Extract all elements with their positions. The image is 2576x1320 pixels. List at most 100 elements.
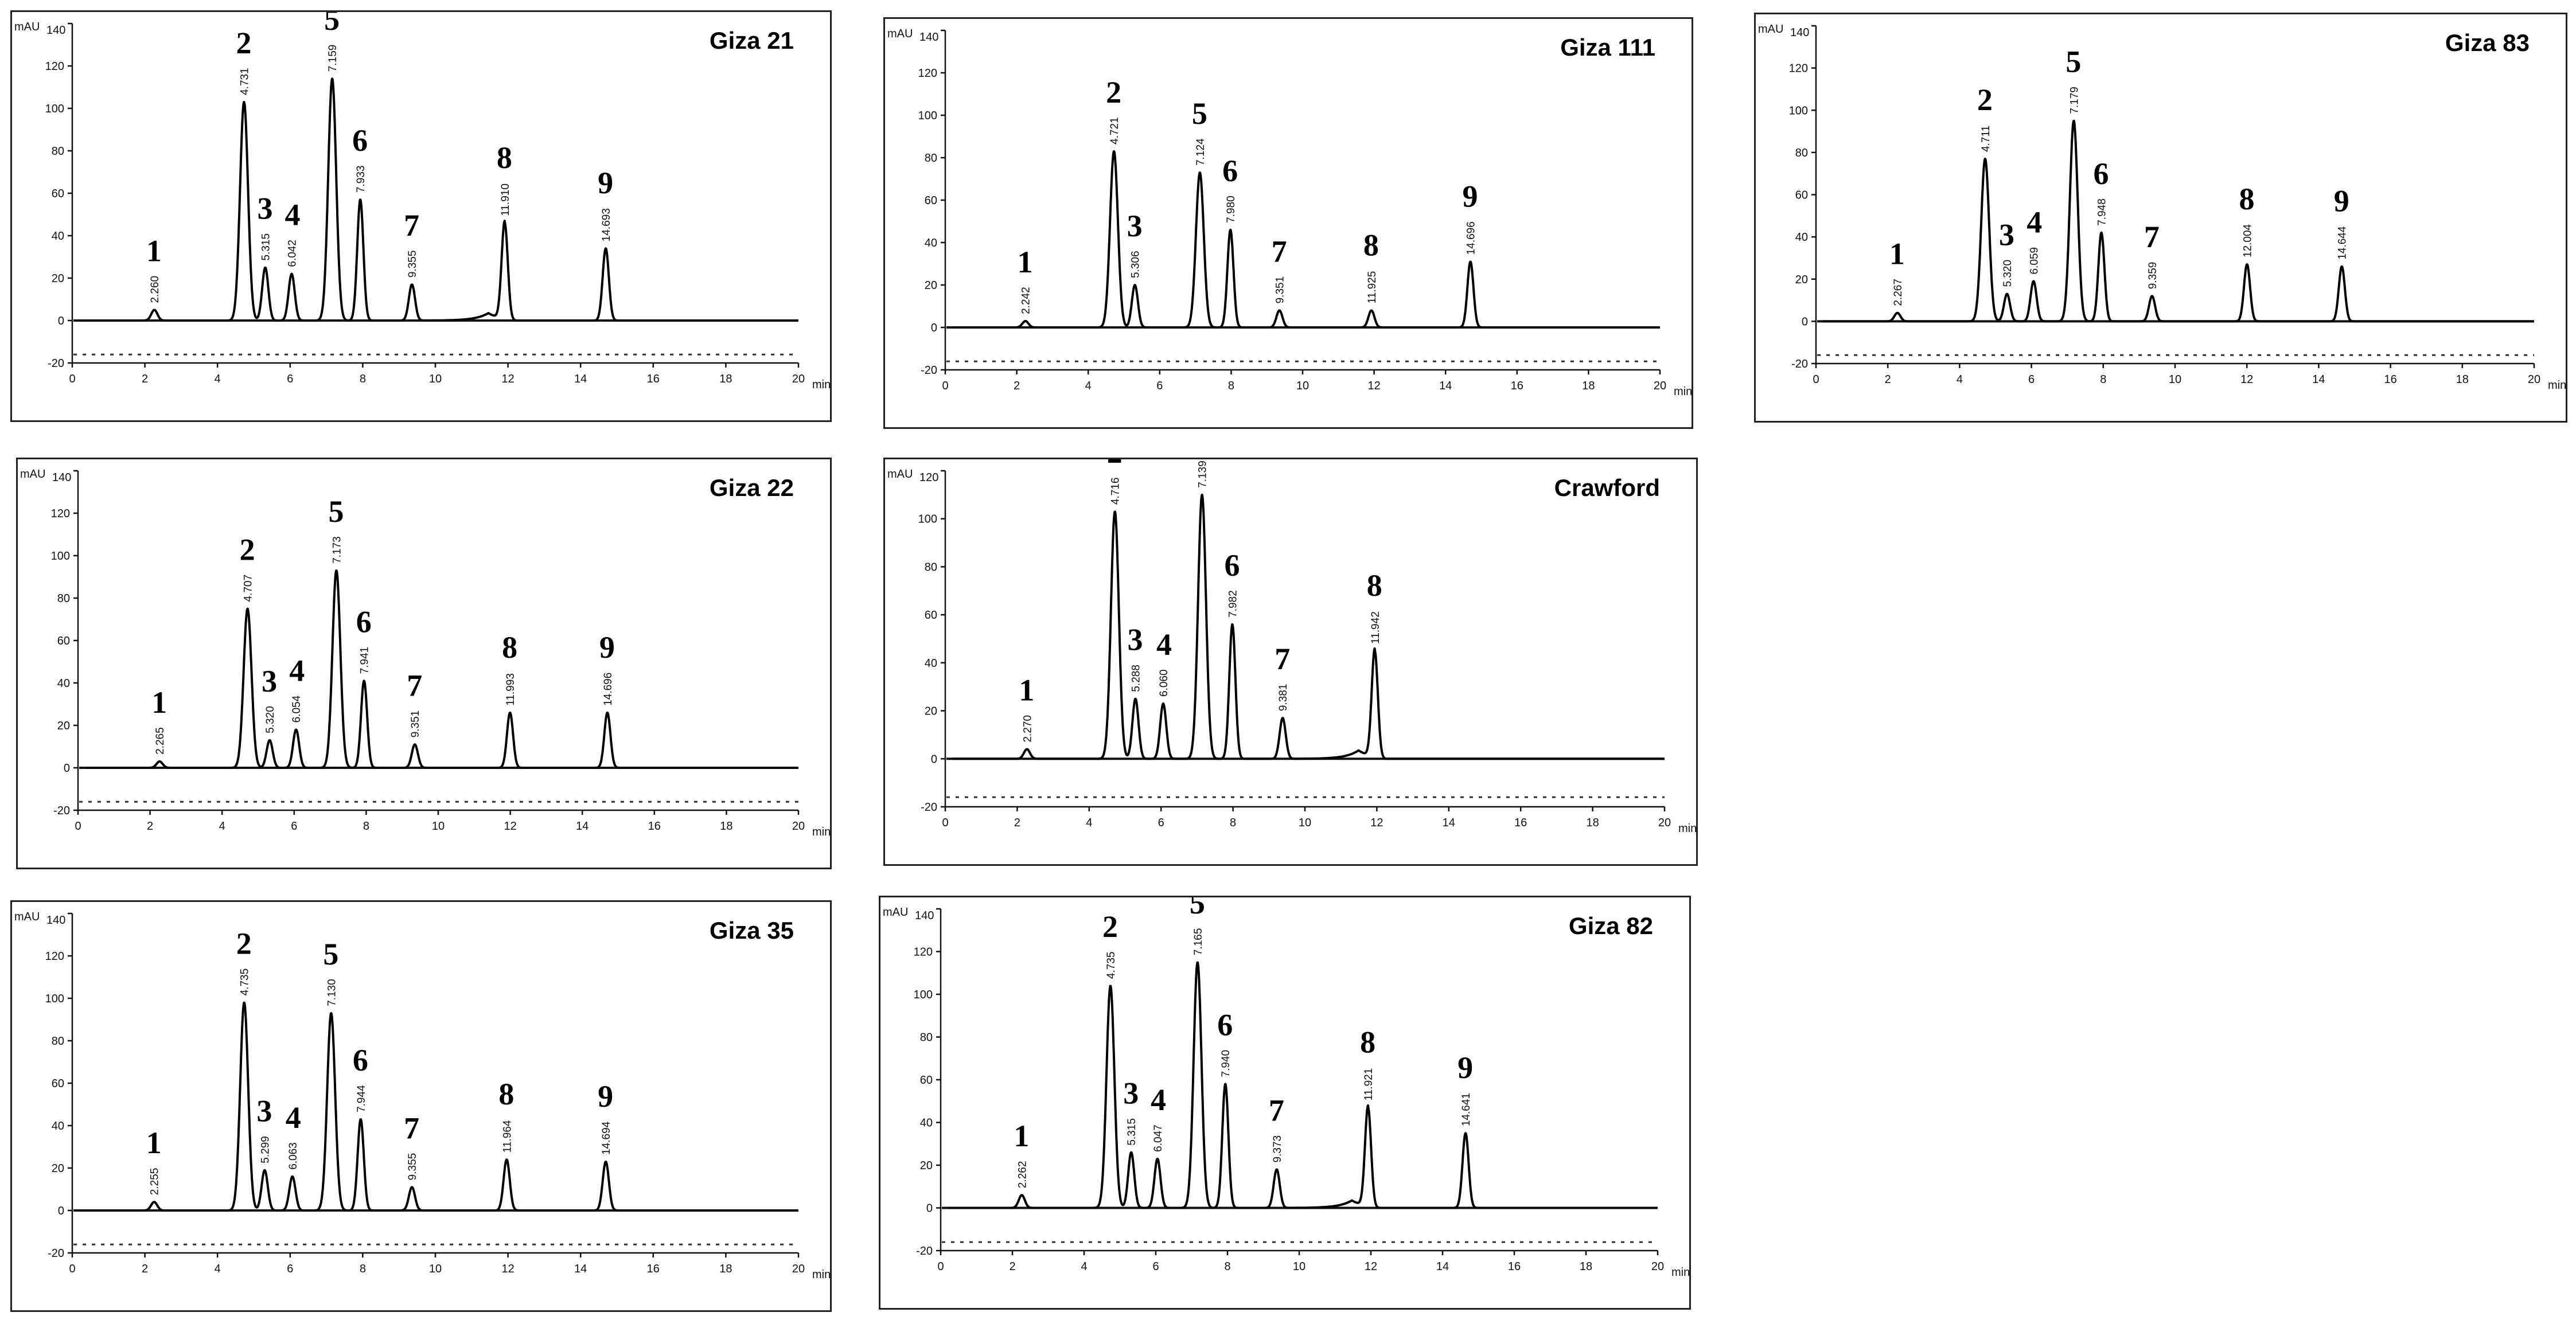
chromatogram-panel-crawford: -20 0 20 40 60 80 100 mAU 120 0 2 4 6 8 10 12 14 16 18 20 mi… bbox=[883, 458, 1698, 866]
peak-number-label: 8 bbox=[502, 630, 517, 665]
peak-retention-time-label: 2.260 bbox=[149, 276, 161, 303]
peak-number-label: 8 bbox=[1360, 1025, 1375, 1059]
chromatogram-trace bbox=[952, 150, 1661, 329]
peak-number-label: 9 bbox=[598, 166, 613, 200]
x-tick-label: 8 bbox=[1224, 1260, 1230, 1273]
chart-title: Crawford bbox=[1554, 474, 1660, 501]
x-tick-label: 8 bbox=[363, 820, 369, 833]
y-tick-label: 140 bbox=[52, 471, 71, 484]
peak-retention-time-label: 5.315 bbox=[260, 233, 272, 261]
y-tick-label: -20 bbox=[921, 364, 937, 377]
peak-number-label: 5 bbox=[1190, 897, 1205, 920]
peak-retention-time-label: 9.373 bbox=[1272, 1135, 1284, 1163]
y-tick-label: 0 bbox=[64, 762, 70, 775]
peak-number-label: 1 bbox=[1889, 237, 1905, 271]
peak-number-label: 5 bbox=[1192, 96, 1207, 131]
y-tick-label: 140 bbox=[915, 909, 934, 922]
peak-number-label: 1 bbox=[146, 234, 162, 268]
peak-retention-time-label: 5.288 bbox=[1131, 665, 1143, 692]
peak-retention-time-label: 6.042 bbox=[286, 240, 298, 267]
peak-number-label: 5 bbox=[323, 937, 338, 971]
y-axis-unit-label: mAU bbox=[887, 468, 913, 481]
x-axis-unit-label: min bbox=[812, 378, 830, 391]
peak-retention-time-label: 7.130 bbox=[326, 979, 338, 1006]
x-tick-label: 6 bbox=[1152, 1260, 1159, 1273]
y-tick-label: 40 bbox=[920, 1117, 933, 1130]
peak-retention-time-label: 7.159 bbox=[327, 45, 339, 72]
peak-number-label: 7 bbox=[1275, 642, 1290, 676]
y-tick-label: 20 bbox=[52, 272, 64, 285]
x-tick-label: 6 bbox=[1156, 380, 1163, 392]
y-tick-label: 60 bbox=[920, 1074, 933, 1087]
x-tick-label: 14 bbox=[1443, 817, 1455, 829]
peak-number-label: 1 bbox=[1018, 245, 1033, 279]
x-tick-label: 2 bbox=[147, 820, 153, 833]
peak-number-label: 6 bbox=[1224, 548, 1240, 583]
peak-number-label: 3 bbox=[257, 192, 272, 226]
y-tick-label: 40 bbox=[925, 237, 937, 249]
x-tick-label: 12 bbox=[501, 373, 514, 385]
x-tick-label: 2 bbox=[1009, 1260, 1015, 1273]
x-axis-unit-label: min bbox=[1671, 1266, 1689, 1279]
x-tick-label: 18 bbox=[720, 820, 732, 833]
y-axis-unit-label: mAU bbox=[20, 468, 45, 481]
y-tick-label: 80 bbox=[57, 592, 70, 605]
x-tick-label: 6 bbox=[287, 1263, 293, 1275]
peak-retention-time-label: 9.355 bbox=[407, 1153, 419, 1181]
x-tick-label: 8 bbox=[360, 1263, 366, 1275]
y-tick-label: 40 bbox=[57, 677, 70, 690]
y-tick-label: 40 bbox=[1795, 231, 1808, 244]
x-tick-label: 12 bbox=[2240, 373, 2253, 386]
y-tick-label: 140 bbox=[1790, 26, 1809, 39]
y-tick-label: 60 bbox=[57, 635, 70, 647]
peak-number-label: 6 bbox=[352, 123, 368, 158]
x-tick-label: 8 bbox=[360, 373, 366, 385]
peak-retention-time-label: 9.351 bbox=[410, 710, 422, 738]
peak-retention-time-label: 4.711 bbox=[1980, 126, 1992, 152]
y-tick-label: 100 bbox=[1789, 104, 1808, 117]
x-tick-label: 20 bbox=[1651, 1260, 1664, 1273]
x-tick-label: 0 bbox=[1813, 373, 1819, 386]
x-tick-label: 10 bbox=[1299, 817, 1311, 829]
peak-number-label: 3 bbox=[256, 1094, 272, 1128]
x-tick-label: 16 bbox=[1511, 380, 1523, 392]
peak-number-label: 2 bbox=[240, 533, 255, 567]
peak-number-label: 2 bbox=[1102, 909, 1118, 944]
chromatogram-panel-giza-21: -20 0 20 40 60 80 100 120 mAU 140 0 2 4 6 8 10 12 14 16 18 2… bbox=[10, 10, 832, 422]
x-tick-label: 20 bbox=[792, 1263, 805, 1275]
y-tick-label: 80 bbox=[52, 145, 64, 158]
peak-retention-time-label: 7.980 bbox=[1225, 196, 1237, 223]
peak-number-label: 4 bbox=[285, 198, 300, 232]
peak-retention-time-label: 7.948 bbox=[2096, 198, 2109, 226]
y-tick-label: 80 bbox=[925, 561, 937, 573]
peak-retention-time-label: 14.696 bbox=[602, 673, 614, 706]
x-tick-label: 20 bbox=[792, 820, 805, 833]
peak-number-label: 8 bbox=[2239, 182, 2254, 216]
x-tick-label: 18 bbox=[719, 1263, 732, 1275]
y-tick-label: 120 bbox=[45, 950, 64, 963]
chart-title: Giza 22 bbox=[710, 474, 794, 501]
peak-retention-time-label: 11.993 bbox=[505, 673, 517, 706]
peak-number-label: 7 bbox=[404, 208, 419, 243]
x-tick-label: 2 bbox=[142, 1263, 148, 1275]
peak-retention-time-label: 14.644 bbox=[2337, 226, 2349, 260]
peak-retention-time-label: 6.063 bbox=[287, 1142, 299, 1170]
peak-number-label: 2 bbox=[1106, 75, 1121, 110]
peak-number-label: 2 bbox=[236, 926, 252, 960]
y-tick-label: 20 bbox=[925, 705, 937, 718]
x-tick-label: 18 bbox=[2456, 373, 2469, 386]
x-tick-label: 4 bbox=[215, 1263, 221, 1275]
peak-number-label: 9 bbox=[2334, 184, 2349, 218]
y-tick-label: -20 bbox=[921, 801, 937, 814]
y-axis-unit-label: mAU bbox=[1758, 23, 1783, 36]
peak-number-label: 5 bbox=[328, 494, 344, 529]
peak-number-label: 3 bbox=[1999, 218, 2014, 252]
peak-retention-time-label: 7.982 bbox=[1227, 590, 1239, 618]
x-tick-label: 12 bbox=[1367, 380, 1380, 392]
y-tick-label: 0 bbox=[1802, 315, 1808, 328]
y-axis-unit-label: mAU bbox=[14, 911, 40, 923]
peak-number-label: 1 bbox=[146, 1126, 162, 1160]
x-axis-unit-label: min bbox=[812, 826, 830, 838]
y-tick-label: 140 bbox=[46, 914, 65, 927]
